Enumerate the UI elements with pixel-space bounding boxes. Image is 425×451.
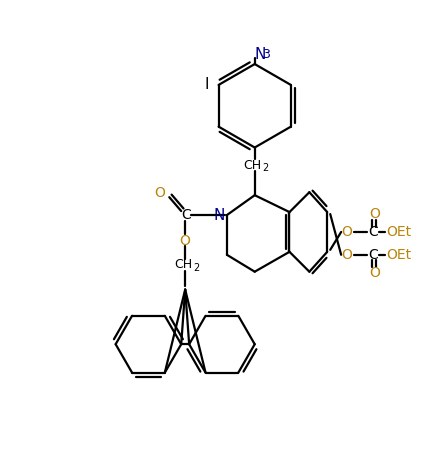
Text: CH: CH: [174, 258, 192, 271]
Text: 2: 2: [263, 163, 269, 173]
Text: O: O: [342, 225, 353, 239]
Text: C: C: [368, 225, 378, 239]
Text: CH: CH: [244, 159, 262, 172]
Text: N: N: [213, 207, 225, 223]
Text: O: O: [180, 234, 191, 248]
Text: OEt: OEt: [386, 225, 411, 239]
Text: C: C: [368, 248, 378, 262]
Text: C: C: [181, 208, 191, 222]
Text: O: O: [369, 266, 380, 280]
Text: N: N: [255, 46, 266, 62]
Text: 3: 3: [262, 48, 269, 60]
Text: I: I: [204, 78, 209, 92]
Text: O: O: [342, 248, 353, 262]
Text: OEt: OEt: [386, 248, 411, 262]
Text: 2: 2: [193, 263, 199, 273]
Text: O: O: [369, 207, 380, 221]
Text: O: O: [154, 186, 165, 200]
